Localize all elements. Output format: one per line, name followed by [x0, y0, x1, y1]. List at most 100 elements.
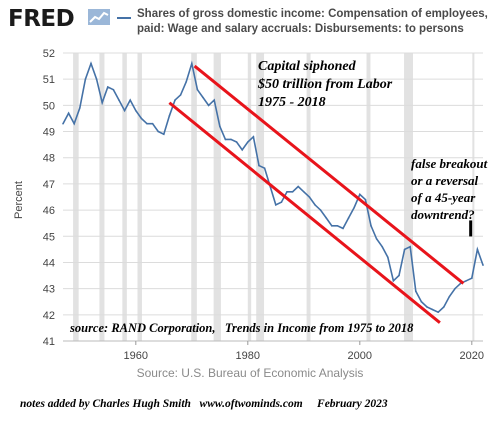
data-point: [303, 190, 305, 193]
data-point: [291, 190, 294, 193]
y-tick-label: 42: [43, 310, 55, 322]
data-point: [140, 117, 143, 120]
legend-swatch: [117, 17, 131, 19]
data-point: [319, 209, 322, 211]
data-point: [403, 248, 406, 251]
y-tick-label: 49: [43, 127, 55, 139]
data-point: [95, 78, 98, 80]
data-point: [179, 94, 182, 96]
data-point: [73, 122, 75, 125]
data-source: Source: U.S. Bureau of Economic Analysis: [136, 366, 364, 380]
data-point: [185, 81, 187, 83]
data-point: [202, 96, 204, 99]
trend-channel: [168, 64, 473, 324]
data-point: [482, 264, 484, 266]
chart-line-icon: [88, 9, 110, 25]
data-point: [286, 190, 288, 193]
legend-label: Shares of gross domestic income: Compens…: [137, 8, 488, 35]
data-point: [118, 99, 120, 101]
data-point: [107, 86, 109, 88]
data-point: [168, 115, 171, 117]
data-point: [163, 133, 165, 135]
recession-band: [122, 53, 127, 341]
data-point: [196, 88, 199, 91]
channel-annotation-line-2: $50 trillion from Labor: [258, 77, 393, 92]
data-point: [398, 274, 400, 277]
data-point: [325, 217, 328, 219]
data-point: [476, 248, 479, 251]
y-tick-label: 41: [43, 336, 55, 348]
recession-band: [73, 53, 79, 341]
recession-band: [137, 53, 142, 341]
data-point: [213, 99, 215, 101]
recession-band: [247, 53, 252, 341]
data-point: [151, 122, 154, 125]
y-tick-label: 50: [43, 100, 55, 112]
breakout-annotation-line-2: or a reversal: [411, 173, 479, 188]
data-point: [62, 122, 64, 125]
chart-header: FRED Shares of gross domestic income: Co…: [0, 0, 500, 50]
y-tick-label: 44: [43, 257, 55, 269]
y-tick-label: 52: [43, 48, 55, 60]
data-point: [420, 300, 423, 303]
data-point: [308, 196, 311, 198]
data-point: [207, 104, 210, 107]
y-axis: 41 42 43 44 45 46 47 48 49 50 51 52: [43, 48, 55, 348]
data-point: [443, 306, 445, 308]
recession-band: [404, 53, 413, 341]
data-point: [381, 245, 384, 248]
recession-band: [256, 53, 265, 341]
data-point: [364, 198, 367, 201]
recession-band: [191, 53, 197, 341]
recession-band: [213, 53, 221, 341]
breakout-annotation-line-1: false breakout: [411, 156, 488, 171]
data-point: [426, 306, 428, 308]
source-annotation: source: RAND Corporation, Trends in Inco…: [70, 321, 414, 335]
data-point: [437, 311, 440, 314]
recession-band: [366, 53, 371, 341]
data-point: [157, 130, 159, 133]
recession-band: [99, 53, 105, 341]
channel-upper-line: [193, 64, 465, 285]
data-point: [241, 149, 243, 151]
data-point: [67, 112, 70, 115]
notes-credit: notes added by Charles Hugh Smith www.of…: [20, 398, 388, 410]
data-point: [375, 238, 378, 240]
x-axis: 1960 1980 2000 2020: [63, 340, 484, 362]
data-point: [280, 201, 283, 204]
data-point: [191, 62, 193, 65]
data-point: [431, 308, 434, 311]
data-point: [224, 138, 227, 141]
data-point: [174, 99, 176, 101]
data-point: [247, 141, 249, 143]
data-point: [146, 122, 148, 125]
recession-band: [472, 53, 475, 341]
data-point: [90, 62, 92, 65]
data-point: [454, 287, 456, 290]
data-point: [263, 167, 266, 169]
data-point: [79, 107, 81, 109]
data-point: [409, 245, 412, 248]
data-point: [415, 290, 417, 293]
y-tick-label: 51: [43, 74, 55, 86]
data-point: [465, 279, 468, 282]
x-tick-label: 2020: [460, 350, 484, 362]
data-point: [135, 109, 137, 112]
y-tick-label: 43: [43, 284, 55, 296]
y-axis-label: Percent: [13, 181, 25, 219]
y-tick-label: 48: [43, 153, 55, 165]
data-point: [353, 206, 356, 209]
series-path: [62, 60, 484, 314]
data-point: [252, 135, 255, 138]
data-point: [331, 225, 333, 227]
data-point: [314, 204, 316, 206]
channel-annotation-line-3: 1975 - 2018: [258, 95, 326, 110]
data-point: [448, 295, 451, 298]
data-point: [387, 256, 389, 259]
fred-logo: FRED: [8, 6, 75, 32]
data-point: [342, 227, 344, 230]
breakout-annotation-line-3: of a 45-year: [411, 190, 476, 205]
x-tick-label: 1960: [124, 350, 148, 362]
x-tick-label: 2000: [348, 350, 372, 362]
data-point: [230, 138, 232, 141]
